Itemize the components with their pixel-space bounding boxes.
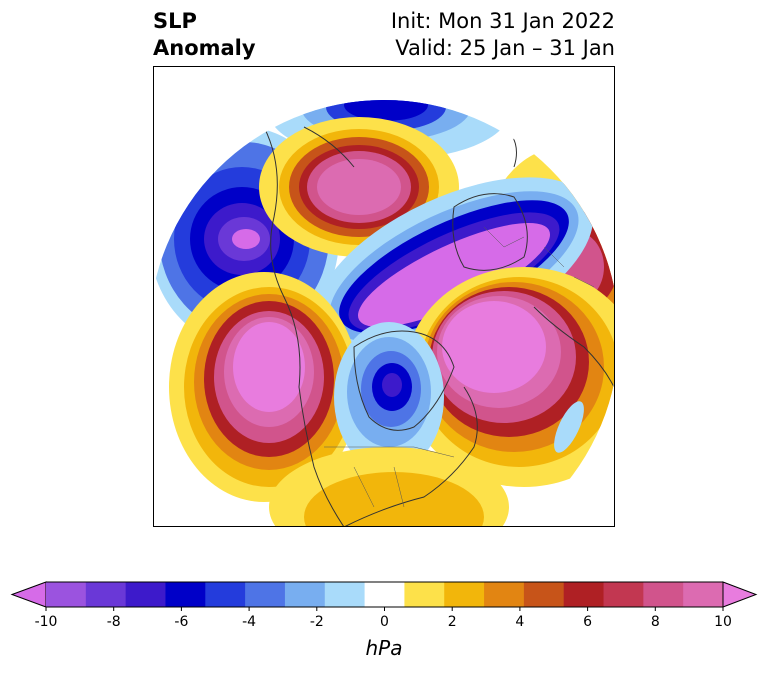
colorbar-tick-label: 4: [515, 614, 525, 630]
colorbar-segment: [284, 582, 326, 607]
colorbar-tick-label: 8: [650, 614, 660, 630]
title-right: Init: Mon 31 Jan 2022 Valid: 25 Jan – 31…: [300, 8, 615, 62]
eurasia-high-anomaly: [404, 267, 614, 487]
colorbar-segment: [46, 582, 87, 607]
hudson-bay-low: [334, 322, 444, 472]
init-text: Init: Mon 31 Jan 2022: [390, 9, 615, 33]
colorbar-tick-label: 0: [380, 614, 389, 630]
colorbar-arrow-left: [10, 581, 47, 608]
map-panel: [153, 66, 615, 527]
atlantic-small-low: [554, 401, 584, 453]
colorbar-segment: [444, 582, 485, 607]
title-left: SLP Anomaly: [153, 8, 256, 62]
colorbar-segment: [205, 582, 246, 607]
colorbar-segment: [245, 582, 286, 607]
colorbar-tick-label: 2: [447, 614, 457, 630]
colorbar-segment: [643, 582, 684, 607]
colorbar-tick-label: -10: [34, 614, 58, 630]
colorbar-segment: [324, 582, 366, 607]
title-line2: Anomaly: [153, 36, 256, 60]
colorbar-segment: [523, 582, 565, 607]
title-line1: SLP: [153, 9, 197, 33]
colorbar-segment: [125, 582, 166, 607]
colorbar-tick-label: 6: [583, 614, 593, 630]
colorbar-segment: [404, 582, 445, 607]
anomaly-map: [154, 100, 614, 526]
colorbar-segment: [165, 582, 206, 607]
colorbar-tick-label: -4: [242, 614, 257, 630]
colorbar-segment: [484, 582, 525, 607]
country-borders: [324, 226, 595, 508]
arctic-low-anomaly: [314, 177, 594, 357]
colorbar-segment: [683, 582, 724, 607]
colorbar-tick-label: 10: [714, 614, 732, 630]
colorbar-segment: [85, 582, 127, 607]
colorbar: [10, 581, 758, 611]
colorbar-segment: [364, 582, 405, 607]
valid-text: Valid: 25 Jan – 31 Jan: [395, 36, 615, 60]
unit-label: hPa: [365, 636, 403, 660]
colorbar-tick-label: -6: [174, 614, 189, 630]
colorbar-tick-label: -8: [106, 614, 121, 630]
colorbar-segment: [603, 582, 644, 607]
colorbar-segment: [563, 582, 605, 607]
colorbar-arrow-right: [722, 581, 758, 608]
northeast-pacific-high: [169, 272, 359, 502]
colorbar-tick-label: -2: [309, 614, 324, 630]
